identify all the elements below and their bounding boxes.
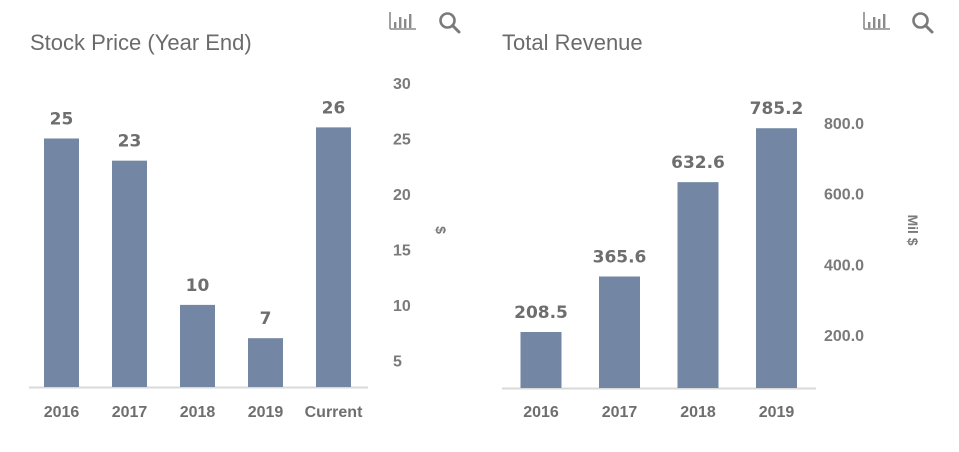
data-label: 208.5 — [514, 303, 568, 323]
bar[interactable] — [520, 331, 562, 388]
stock-price-panel: Stock Price (Year End) 5 10 15 20 25 30 $25 201… — [29, 11, 462, 421]
y-tick-label: 25 — [393, 131, 411, 148]
category-label: 2017 — [112, 404, 148, 421]
y-tick-label: 600.0 — [824, 187, 864, 204]
total-revenue-panel: Total Revenue 200.0 400.0 600.0 800.0 Mil $2… — [480, 0, 959, 452]
stock-price-chart: 5 10 15 20 25 30 $25 2016 23 2017 10 2018 7 2019 26 Cur… — [29, 76, 449, 421]
chart-title: Total Revenue — [502, 30, 643, 55]
data-label: 25 — [50, 109, 74, 129]
data-label: 23 — [118, 132, 142, 152]
chart-title: Stock Price (Year End) — [30, 30, 252, 55]
bar[interactable] — [316, 127, 351, 387]
category-label: 2019 — [759, 404, 795, 421]
y-tick-label: 200.0 — [824, 328, 864, 345]
y-tick-label: 5 — [393, 353, 402, 370]
bar[interactable] — [677, 182, 719, 388]
bar[interactable] — [248, 338, 283, 387]
y-tick-label: 10 — [393, 298, 411, 315]
category-label: Current — [305, 404, 363, 421]
bar[interactable] — [112, 160, 147, 387]
bar[interactable] — [44, 138, 79, 387]
y-axis-title: $ — [433, 226, 449, 234]
data-label: 365.6 — [593, 247, 647, 267]
data-label: 26 — [322, 98, 346, 118]
data-label: 7 — [260, 309, 272, 329]
category-label: 2018 — [180, 404, 216, 421]
bar[interactable] — [599, 276, 640, 388]
category-label: 2018 — [680, 404, 716, 421]
y-tick-label: 20 — [393, 187, 411, 204]
search-icon[interactable] — [911, 11, 935, 40]
y-tick-label: 15 — [393, 242, 411, 259]
data-label: 10 — [186, 276, 210, 296]
category-label: 2019 — [248, 404, 284, 421]
y-tick-label: 30 — [393, 76, 411, 93]
bar-chart-icon[interactable] — [389, 11, 417, 36]
bar[interactable] — [756, 128, 797, 388]
y-tick-label: 400.0 — [824, 257, 864, 274]
y-axis-title: Mil $ — [905, 214, 921, 245]
data-label: 632.6 — [671, 153, 725, 173]
category-label: 2016 — [44, 404, 80, 421]
category-label: 2016 — [523, 404, 559, 421]
data-label: 785.2 — [750, 99, 804, 119]
bar-chart-icon[interactable] — [863, 11, 891, 36]
category-label: 2017 — [602, 404, 638, 421]
bar[interactable] — [180, 304, 215, 387]
total-revenue-chart: 200.0 400.0 600.0 800.0 Mil $ 208.5 2016 365.6 2… — [502, 99, 921, 421]
search-icon[interactable] — [438, 11, 462, 40]
y-tick-label: 800.0 — [824, 116, 864, 133]
